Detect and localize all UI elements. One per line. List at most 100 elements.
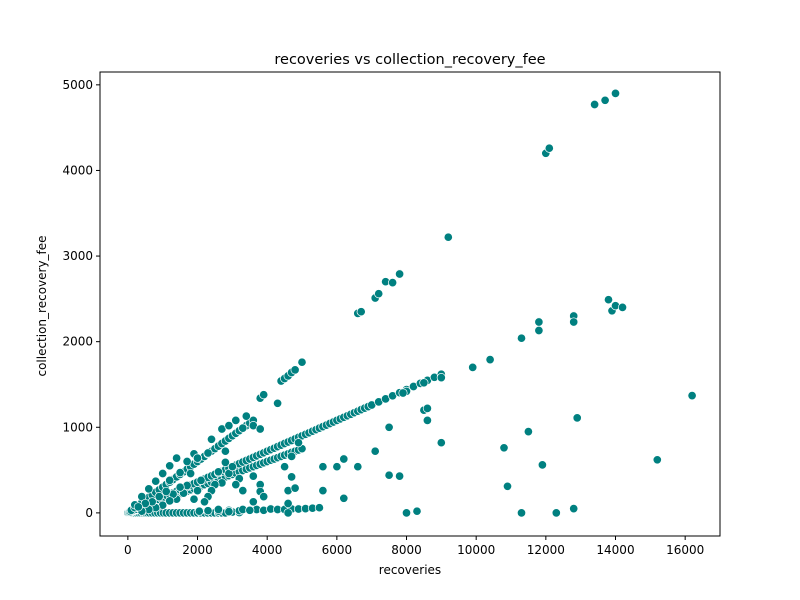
data-point: [398, 388, 408, 398]
x-tick-label: 10000: [457, 543, 495, 557]
data-point: [384, 422, 394, 432]
data-point: [384, 470, 394, 480]
points-layer: [123, 88, 697, 518]
data-point: [220, 457, 230, 467]
data-point: [401, 508, 412, 518]
x-tick-label: 2000: [182, 543, 213, 557]
data-point: [516, 333, 527, 343]
x-tick-label: 0: [124, 543, 132, 557]
data-point: [468, 362, 478, 372]
data-point: [161, 486, 171, 497]
plot-frame: [99, 71, 721, 537]
data-point: [353, 462, 363, 472]
data-point: [499, 443, 509, 453]
data-point: [199, 497, 210, 507]
data-point: [287, 451, 297, 461]
x-tick-label: 14000: [596, 543, 634, 557]
data-point: [231, 480, 241, 490]
y-tick-label: 3000: [62, 249, 93, 263]
y-tick-label: 2000: [62, 335, 93, 349]
data-point: [293, 438, 304, 448]
data-point: [436, 373, 446, 383]
data-point: [412, 506, 422, 516]
y-tick-label: 1000: [62, 420, 93, 434]
data-point: [186, 468, 196, 479]
y-tick-label: 0: [85, 506, 93, 520]
data-point: [192, 453, 203, 463]
data-point: [314, 503, 324, 513]
data-point: [318, 486, 328, 496]
data-point: [610, 88, 621, 98]
data-point: [259, 492, 269, 502]
data-point: [544, 143, 554, 153]
y-tick-label: 5000: [62, 78, 93, 92]
data-point: [287, 472, 297, 482]
data-point: [165, 496, 175, 506]
data-point: [339, 493, 349, 503]
data-point: [436, 438, 446, 448]
data-point: [534, 325, 544, 336]
data-point: [419, 378, 429, 388]
data-point: [172, 453, 182, 463]
data-point: [175, 482, 185, 492]
data-point: [203, 506, 213, 516]
data-point: [238, 423, 248, 433]
data-point: [523, 427, 533, 437]
data-point: [551, 508, 561, 518]
data-point: [370, 446, 380, 456]
x-tick-label: 12000: [527, 543, 565, 557]
data-point: [572, 413, 582, 423]
y-tick-label: 4000: [62, 163, 93, 177]
data-point: [516, 508, 527, 518]
x-axis-label: recoveries: [379, 563, 441, 577]
data-point: [502, 481, 513, 491]
data-point: [603, 295, 614, 305]
data-point: [356, 307, 366, 317]
data-point: [652, 455, 662, 465]
data-point: [213, 504, 223, 515]
data-point: [290, 483, 300, 493]
data-point: [248, 471, 258, 481]
data-point: [485, 355, 495, 365]
data-point: [192, 486, 203, 496]
x-tick-label: 16000: [666, 543, 704, 557]
data-point: [189, 494, 199, 504]
data-point: [537, 460, 547, 470]
data-point: [388, 278, 398, 288]
data-point: [220, 446, 230, 456]
x-axis-ticks: 0 2000 4000 6000 8000 10000 12000 14000 16000: [124, 536, 704, 557]
data-point: [248, 497, 258, 507]
data-point: [283, 508, 293, 518]
data-point: [241, 411, 251, 421]
data-point: [196, 475, 206, 485]
data-point: [283, 498, 293, 509]
data-point: [297, 357, 307, 367]
data-point: [273, 398, 283, 408]
data-point: [238, 486, 248, 496]
data-point: [203, 448, 213, 458]
data-point: [290, 365, 300, 375]
data-point: [395, 471, 405, 481]
chart-title: recoveries vs collection_recovery_fee: [274, 52, 545, 68]
x-tick-label: 6000: [322, 543, 353, 557]
data-point: [175, 468, 185, 478]
data-point: [569, 317, 579, 327]
data-point: [339, 454, 349, 464]
data-point: [151, 476, 161, 486]
x-tick-label: 4000: [252, 543, 283, 557]
data-point: [443, 232, 453, 242]
data-point: [245, 505, 255, 515]
x-tick-label: 8000: [391, 543, 422, 557]
data-point: [617, 302, 628, 312]
data-point: [231, 415, 241, 425]
data-point: [332, 462, 342, 472]
data-point: [422, 403, 432, 413]
data-point: [259, 390, 269, 400]
data-point: [165, 475, 175, 485]
data-point: [224, 507, 234, 517]
data-point: [133, 502, 143, 512]
data-point: [206, 434, 217, 444]
data-point: [687, 391, 697, 401]
data-point: [224, 421, 234, 431]
